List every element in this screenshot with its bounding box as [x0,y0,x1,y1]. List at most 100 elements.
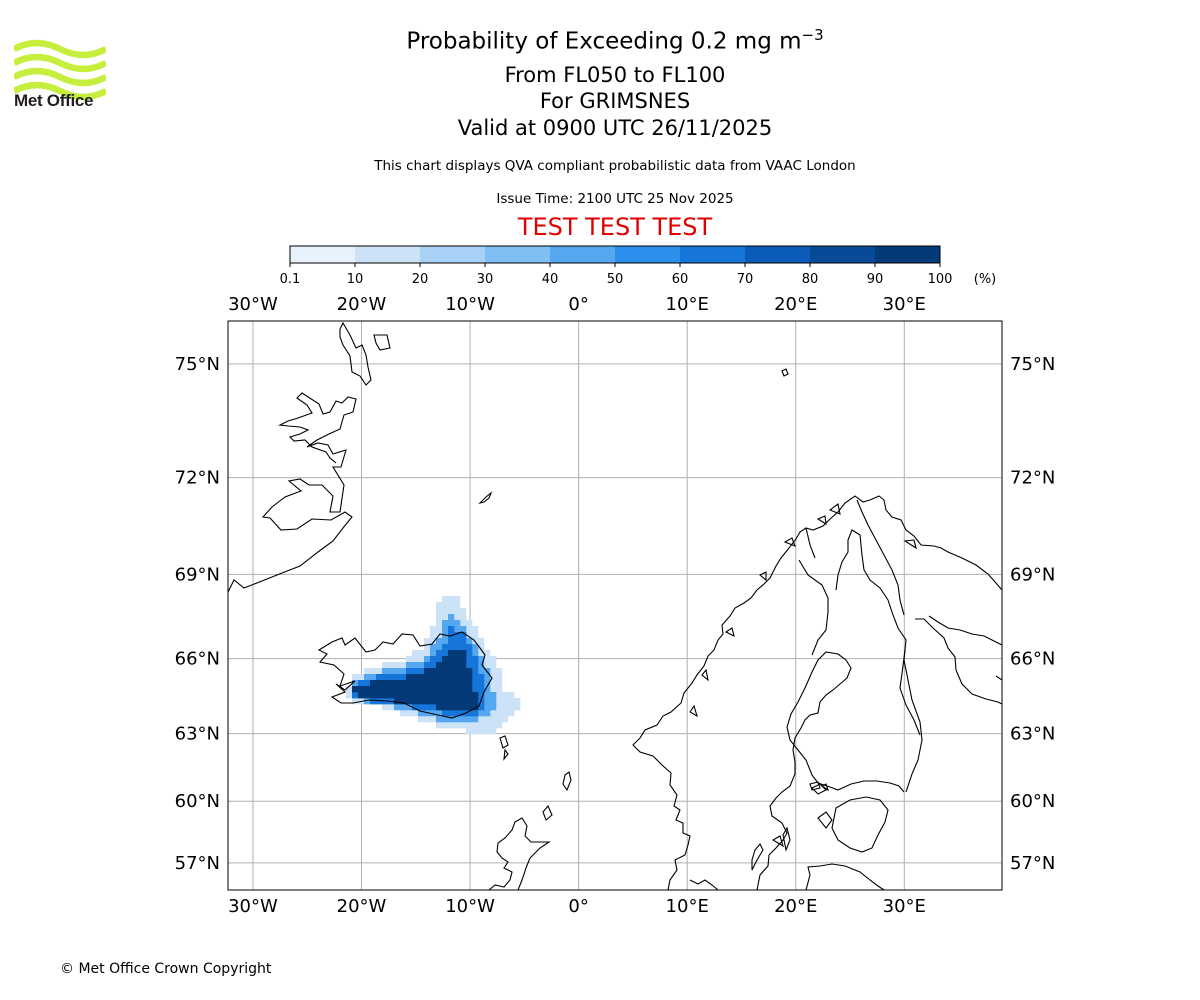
plume-cell [454,662,461,669]
plume-cell [442,644,449,651]
longitude-label-top: 30°E [883,294,926,315]
chart-title-text: Probability of Exceeding 0.2 mg m [406,28,802,55]
plume-cell [472,716,479,723]
plume-cell [478,656,485,663]
gotland-island [782,826,791,852]
plume-cell [496,680,503,687]
plume-cell [460,638,467,645]
plume-cell [406,668,413,675]
plume-cell [442,608,449,615]
plume-cell [484,692,491,699]
plume-cell [460,680,467,687]
plume-cell [394,662,401,669]
plume-cell [454,656,461,663]
plume-cell [424,638,431,645]
plume-cell [502,716,509,723]
iceland-coastline [317,631,493,719]
plume-cell [448,716,455,723]
probability-colorbar: 0.1 10 20 30 40 50 60 70 80 90 100 (%) [280,245,996,287]
plume-cell [460,698,467,705]
colorbar-tick-label: 50 [607,272,624,287]
longitude-label-top: 30°W [228,294,278,315]
plume-cell [418,662,425,669]
plume-cell [436,602,443,609]
latitude-label-left: 60°N [175,791,220,812]
map-frame [227,320,1003,891]
plume-cell [436,620,443,627]
plume-cell [478,692,485,699]
plume-cell [448,638,455,645]
longitude-label-top: 10°E [666,294,709,315]
plume-cell [364,674,371,681]
plume-cell [436,704,443,711]
plume-cell [466,650,473,657]
plume-cell [484,662,491,669]
met-office-logo-text: Met Office [14,91,94,110]
plume-cell [346,686,353,693]
coastlines [228,321,1002,890]
plume-cell [448,680,455,687]
plume-cell [352,680,359,687]
scandinavia-coastline [632,495,1002,890]
orkney-islands [542,804,553,821]
plume-cell [454,608,461,615]
plume-cell [358,674,365,681]
volcano-subtitle: For GRIMSNES [539,89,691,113]
plume-cell [502,710,509,717]
plume-cell [460,644,467,651]
bear-island [781,368,789,377]
colorbar-box [485,246,551,263]
plume-cell [436,716,443,723]
plume-cell [466,644,473,651]
plume-cell [514,698,521,705]
colorbar-tick-label: 0.1 [280,272,301,287]
plume-cell [490,668,497,675]
plume-cell [394,668,401,675]
plume-cell [442,602,449,609]
plume-cell [448,614,455,621]
plume-cell [436,686,443,693]
plume-cell [466,638,473,645]
plume-cell [460,650,467,657]
plume-cell [496,722,503,729]
plume-cell [370,680,377,687]
plume-cell [472,686,479,693]
plume-cell [400,698,407,705]
plume-cell [406,686,413,693]
plume-cell [442,704,449,711]
plume-cell [442,596,449,603]
plume-cell [376,680,383,687]
plume-cell [430,644,437,651]
plume-cell [400,674,407,681]
colorbar-box [745,246,811,263]
colorbar-box [290,246,356,263]
plume-cell [436,644,443,651]
plume-cell [484,674,491,681]
plume-cell [412,704,419,711]
plume-cell [472,680,479,687]
plume-cell [442,656,449,663]
plume-cell [418,650,425,657]
plume-cell [442,626,449,633]
plume-cell [394,686,401,693]
plume-cell [454,686,461,693]
plume-cell [376,668,383,675]
plume-cell [460,614,467,621]
plume-cell [454,614,461,621]
plume-cell [436,680,443,687]
plume-cell [412,668,419,675]
plume-cell [490,662,497,669]
plume-cell [460,710,467,717]
plume-cell [472,710,479,717]
plume-cell [472,656,479,663]
plume-cell [430,674,437,681]
plume-cell [376,698,383,705]
plume-cell [478,662,485,669]
plume-cell [490,680,497,687]
plume-cell [406,692,413,699]
plume-cell [430,650,437,657]
plume-cell [472,668,479,675]
plume-cell [382,704,389,711]
plume-cell [448,662,455,669]
plume-cell [490,710,497,717]
